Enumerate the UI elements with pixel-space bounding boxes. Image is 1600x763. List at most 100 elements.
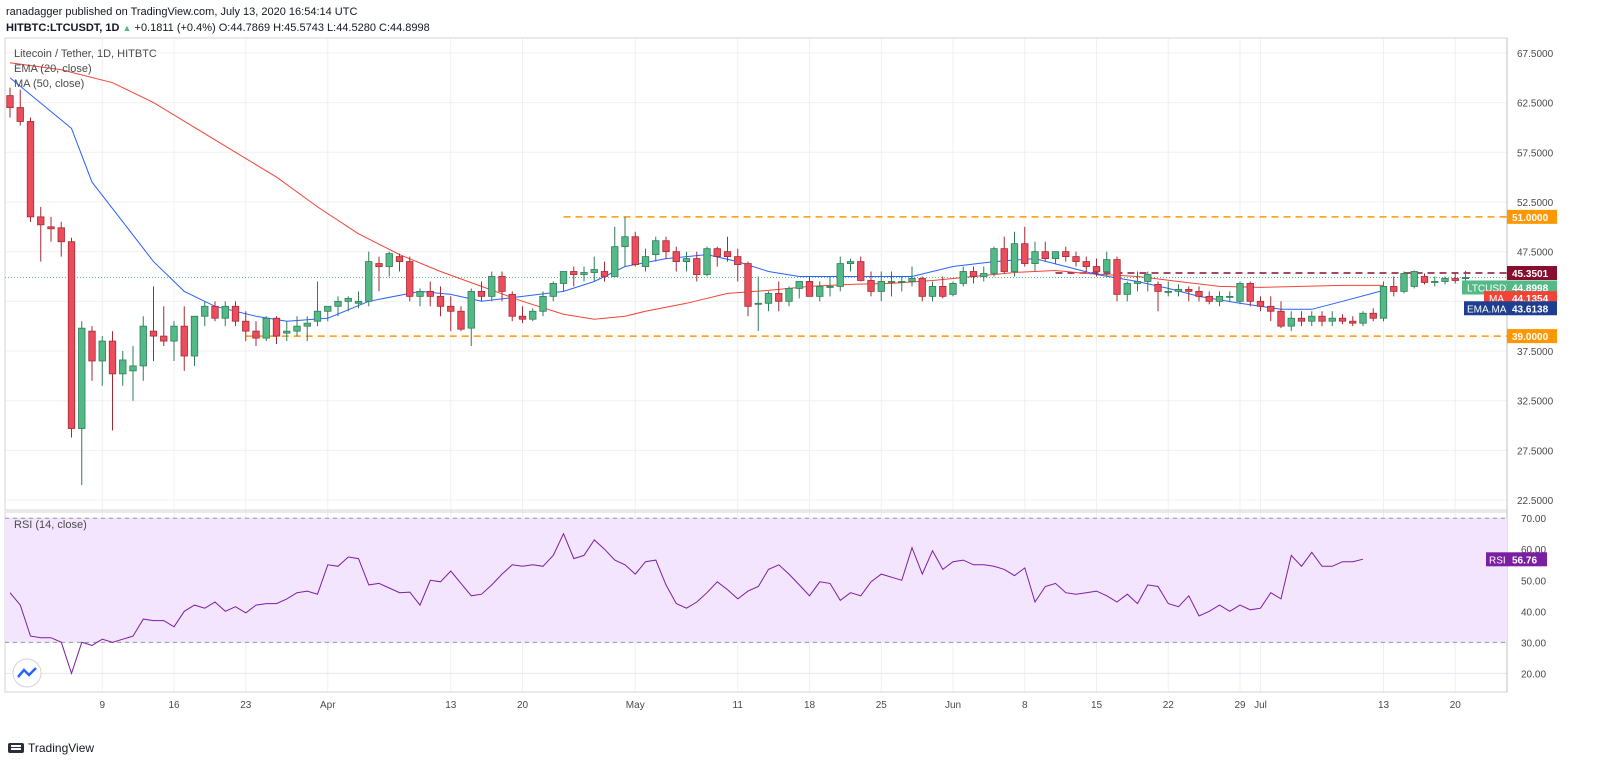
candle[interactable] <box>908 266 916 287</box>
candle[interactable] <box>1226 291 1234 302</box>
candle[interactable] <box>682 251 691 272</box>
candle[interactable] <box>1092 258 1101 277</box>
candle[interactable] <box>37 206 45 262</box>
candle[interactable] <box>426 281 434 307</box>
candle[interactable] <box>580 266 588 282</box>
candle[interactable] <box>303 316 311 342</box>
candle[interactable] <box>887 271 896 297</box>
candle[interactable] <box>324 305 332 322</box>
candle[interactable] <box>816 281 824 302</box>
candle[interactable] <box>1420 273 1429 285</box>
candle[interactable] <box>990 246 998 277</box>
candle[interactable] <box>1133 271 1142 292</box>
candle[interactable] <box>1144 271 1152 292</box>
rsi-pane[interactable] <box>5 517 1507 675</box>
candle[interactable] <box>57 221 65 257</box>
candle[interactable] <box>416 288 424 307</box>
candle[interactable] <box>334 296 342 317</box>
candle[interactable] <box>877 271 885 302</box>
candle[interactable] <box>1369 308 1377 322</box>
candle[interactable] <box>139 316 147 381</box>
candle[interactable] <box>498 271 506 302</box>
candle[interactable] <box>775 281 783 312</box>
candle[interactable] <box>375 256 383 292</box>
candle[interactable] <box>1051 251 1060 265</box>
candle[interactable] <box>1062 246 1070 262</box>
candle[interactable] <box>108 331 117 431</box>
candle[interactable] <box>395 253 404 272</box>
candle[interactable] <box>1400 271 1408 294</box>
candle[interactable] <box>457 306 465 332</box>
candle[interactable] <box>447 296 455 332</box>
candle[interactable] <box>1308 311 1316 327</box>
candle[interactable] <box>190 315 199 366</box>
candle[interactable] <box>846 258 855 272</box>
candle[interactable] <box>805 276 814 297</box>
candle[interactable] <box>1267 296 1275 322</box>
candle[interactable] <box>119 351 127 386</box>
candle[interactable] <box>693 251 701 282</box>
candlestick-series[interactable] <box>6 87 1470 486</box>
candle[interactable] <box>641 248 650 272</box>
candle[interactable] <box>508 291 516 322</box>
candle[interactable] <box>1072 251 1080 267</box>
candle[interactable] <box>1215 291 1224 307</box>
candle[interactable] <box>231 301 240 327</box>
candle[interactable] <box>467 288 475 347</box>
candle[interactable] <box>939 276 947 299</box>
candle[interactable] <box>406 256 414 302</box>
candle[interactable] <box>723 236 732 262</box>
candle[interactable] <box>570 266 578 287</box>
candle[interactable] <box>1041 241 1049 262</box>
candle[interactable] <box>1410 270 1418 289</box>
candle[interactable] <box>713 246 721 267</box>
candle[interactable] <box>1082 256 1090 272</box>
price-axis[interactable]: 67.500062.500057.500052.500047.500042.50… <box>1517 49 1554 680</box>
candle[interactable] <box>980 266 988 282</box>
candle[interactable] <box>477 281 486 302</box>
candle[interactable] <box>590 256 598 282</box>
candle[interactable] <box>211 301 219 322</box>
candle[interactable] <box>785 286 793 307</box>
candle[interactable] <box>918 276 926 302</box>
candle[interactable] <box>344 296 352 312</box>
candle[interactable] <box>365 251 373 307</box>
candle[interactable] <box>1441 276 1449 285</box>
candle[interactable] <box>1287 311 1295 332</box>
candle[interactable] <box>262 316 270 342</box>
candle[interactable] <box>1185 286 1193 302</box>
candle[interactable] <box>26 117 35 222</box>
candle[interactable] <box>1461 270 1470 282</box>
candle[interactable] <box>436 286 445 317</box>
candle[interactable] <box>293 316 301 337</box>
candle[interactable] <box>1236 281 1244 305</box>
candle[interactable] <box>898 276 906 292</box>
candle[interactable] <box>354 291 363 309</box>
candle[interactable] <box>1349 316 1357 327</box>
candle[interactable] <box>1000 236 1008 274</box>
candle[interactable] <box>1328 311 1336 327</box>
candle[interactable] <box>242 311 250 342</box>
candle[interactable] <box>1195 286 1203 302</box>
candle[interactable] <box>88 326 96 381</box>
candle[interactable] <box>1246 281 1254 307</box>
candle[interactable] <box>1154 281 1162 312</box>
candle[interactable] <box>129 346 137 401</box>
candle[interactable] <box>1256 296 1265 312</box>
candle[interactable] <box>1123 281 1131 302</box>
candle[interactable] <box>283 321 291 342</box>
candle[interactable] <box>1164 281 1172 297</box>
candle[interactable] <box>1338 314 1347 325</box>
candle[interactable] <box>67 237 76 438</box>
candle[interactable] <box>1277 301 1285 329</box>
candle[interactable] <box>98 336 106 386</box>
horizontal-levels[interactable] <box>5 216 1507 337</box>
candle[interactable] <box>949 281 957 297</box>
candle[interactable] <box>1359 311 1367 327</box>
candle[interactable] <box>928 281 937 302</box>
candle[interactable] <box>764 291 773 312</box>
candle[interactable] <box>1021 226 1029 267</box>
candle[interactable] <box>252 321 260 347</box>
candle[interactable] <box>795 281 803 299</box>
